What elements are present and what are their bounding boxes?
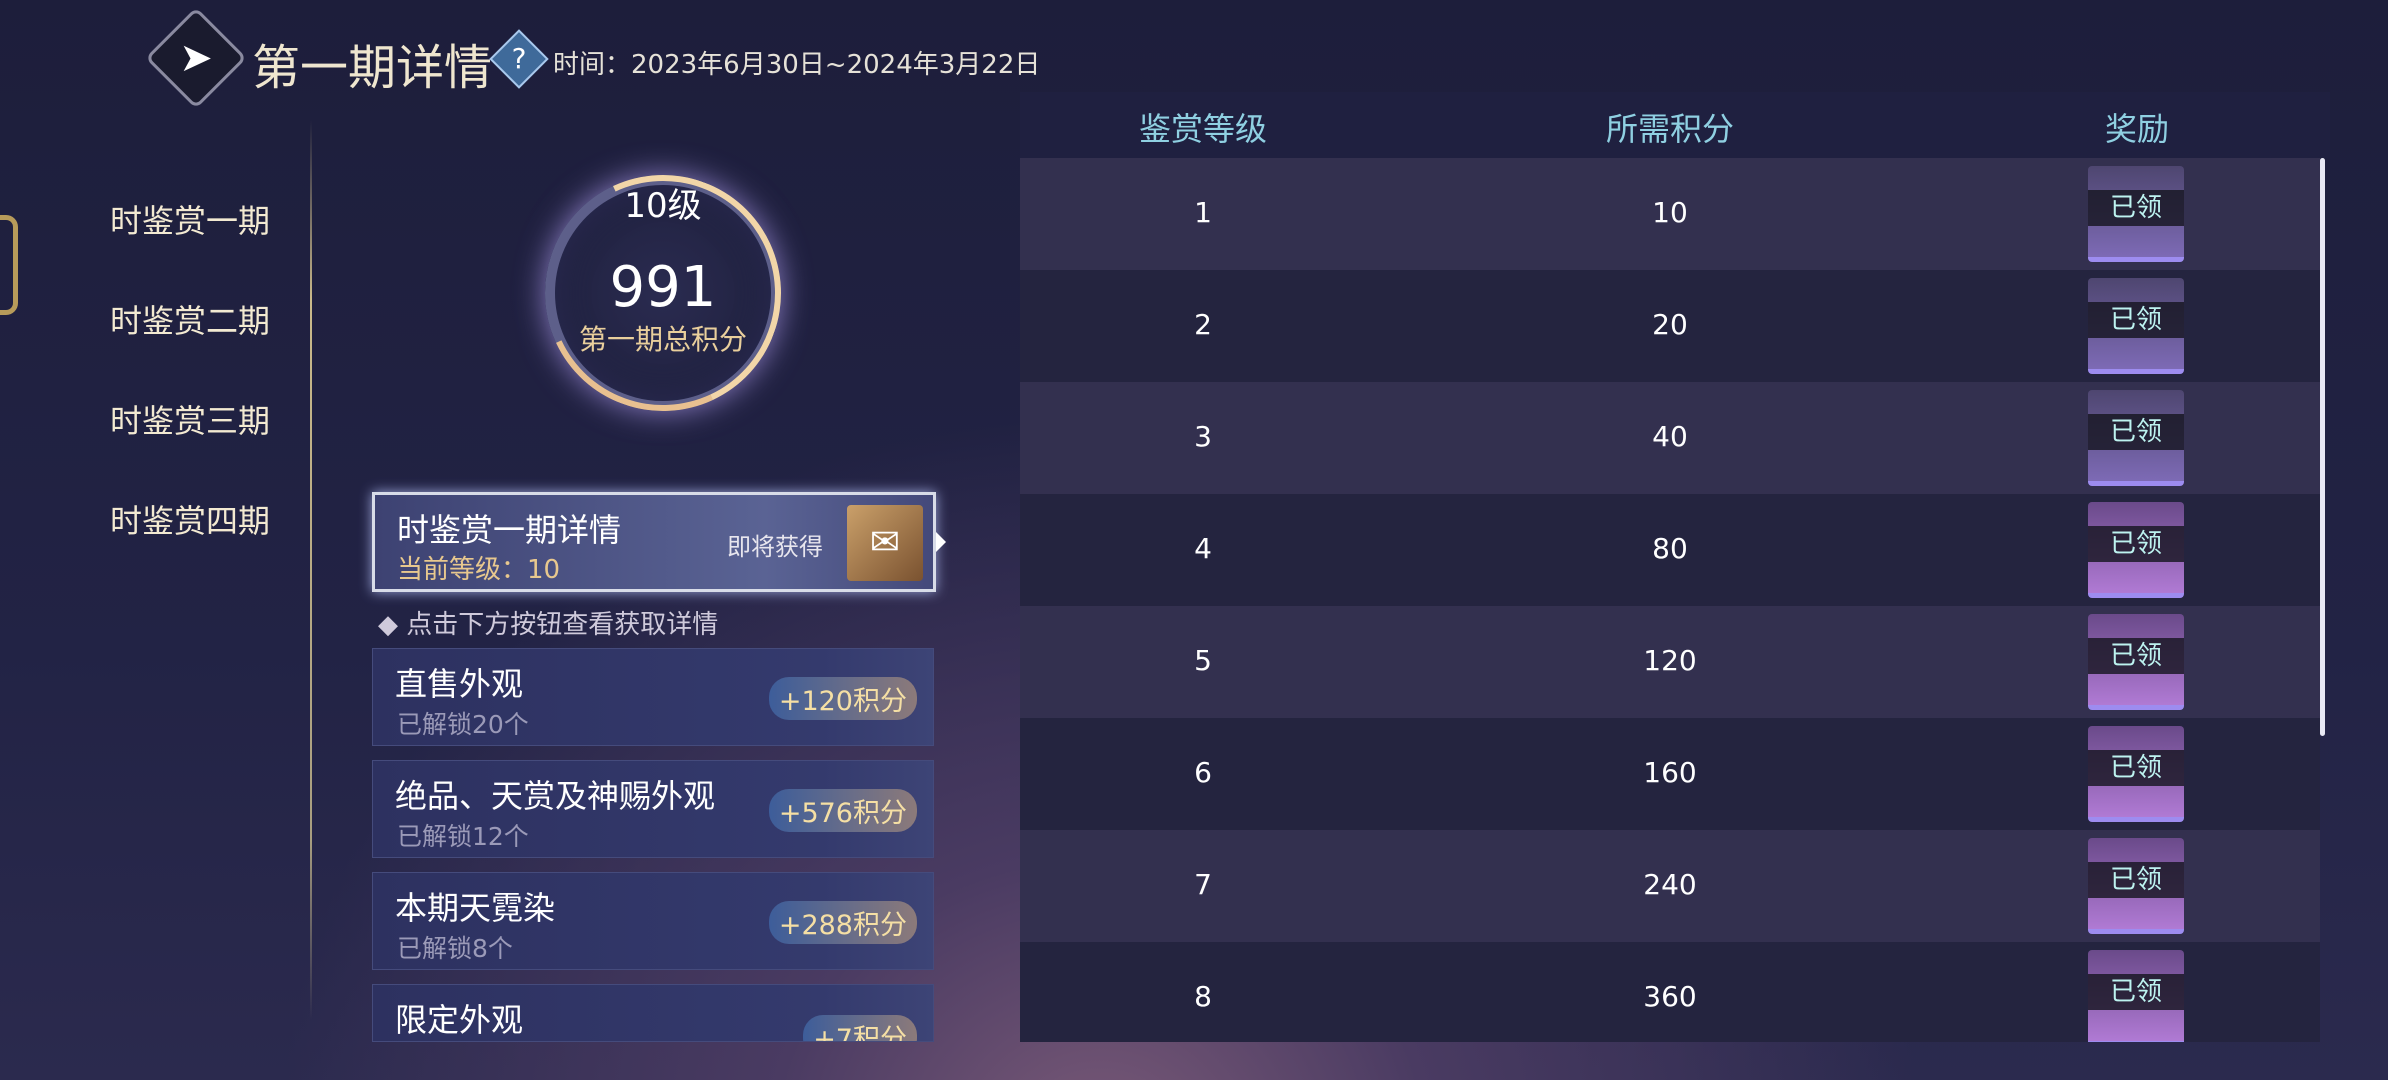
level-label: 10级 [624, 186, 702, 226]
back-button[interactable]: ➤ [145, 7, 247, 109]
header-points: 所需积分 [1605, 110, 1735, 148]
category-card[interactable]: 本期天霓染 已解锁8个 +288积分 [372, 872, 934, 970]
table-row: 6 160 已领 [1020, 718, 2320, 830]
nav-item-period-2[interactable]: 时鉴赏二期 [110, 302, 271, 340]
soon-label: 即将获得 [727, 533, 823, 561]
card-pointer-icon [936, 532, 946, 552]
reward-item[interactable]: 已领 [2088, 838, 2184, 934]
table-row: 3 40 已领 [1020, 382, 2320, 494]
claimed-label: 已领 [2088, 638, 2184, 674]
nav-item-period-3[interactable]: 时鉴赏三期 [110, 402, 271, 440]
row-level: 4 [1194, 532, 1212, 565]
header-level: 鉴赏等级 [1138, 110, 1268, 148]
category-card[interactable]: 直售外观 已解锁20个 +120积分 [372, 648, 934, 746]
row-level: 1 [1194, 196, 1212, 229]
row-points: 360 [1643, 980, 1697, 1013]
claimed-label: 已领 [2088, 302, 2184, 338]
claimed-label: 已领 [2088, 862, 2184, 898]
claimed-label: 已领 [2088, 526, 2184, 562]
claimed-label: 已领 [2088, 414, 2184, 450]
nav-item-period-4[interactable]: 时鉴赏四期 [110, 502, 271, 540]
envelope-icon[interactable]: ✉ [847, 505, 923, 581]
hint-text: ◆ 点击下方按钮查看获取详情 [378, 610, 719, 640]
reward-item[interactable]: 已领 [2088, 726, 2184, 822]
detail-title: 时鉴赏一期详情 [397, 511, 622, 549]
row-level: 7 [1194, 868, 1212, 901]
period-text: 时间：2023年6月30日~2024年3月22日 [553, 50, 1041, 80]
category-unlocked: 已解锁8个 [397, 934, 513, 963]
row-points: 160 [1643, 756, 1697, 789]
table-row: 2 20 已领 [1020, 270, 2320, 382]
category-name: 限定外观 [395, 1001, 524, 1039]
total-score: 991 [609, 255, 717, 320]
row-level: 3 [1194, 420, 1212, 453]
category-name: 绝品、天赏及神赐外观 [395, 777, 716, 815]
row-level: 8 [1194, 980, 1212, 1013]
reward-item[interactable]: 已领 [2088, 390, 2184, 486]
category-card[interactable]: 限定外观 +7积分 [372, 984, 934, 1042]
row-level: 2 [1194, 308, 1212, 341]
category-points: +288积分 [768, 901, 917, 944]
reward-item[interactable]: 已领 [2088, 278, 2184, 374]
nav-item-period-1[interactable]: 时鉴赏一期 [110, 202, 271, 240]
row-level: 6 [1194, 756, 1212, 789]
table-row: 5 120 已领 [1020, 606, 2320, 718]
level-reward-table[interactable]: 鉴赏等级 所需积分 奖励 1 10 已领 2 20 已领 3 40 已领 4 80 已… [1020, 92, 2330, 1042]
table-row: 8 360 已领 [1020, 942, 2320, 1042]
category-unlocked: 已解锁12个 [397, 822, 529, 851]
row-level: 5 [1194, 644, 1212, 677]
back-arrow-icon: ➤ [179, 35, 213, 81]
row-points: 80 [1652, 532, 1688, 565]
score-ring [545, 175, 781, 411]
table-row: 1 10 已领 [1020, 158, 2320, 270]
row-points: 20 [1652, 308, 1688, 341]
category-points: +7积分 [803, 1015, 917, 1041]
category-name: 本期天霓染 [395, 889, 556, 927]
reward-item[interactable]: 已领 [2088, 950, 2184, 1042]
period-detail-card[interactable]: 时鉴赏一期详情 当前等级：10 即将获得 ✉ [372, 492, 936, 592]
question-icon: ? [511, 42, 527, 75]
table-row: 4 80 已领 [1020, 494, 2320, 606]
reward-item[interactable]: 已领 [2088, 166, 2184, 262]
header-reward: 奖励 [2104, 110, 2170, 148]
row-points: 40 [1652, 420, 1688, 453]
category-card[interactable]: 绝品、天赏及神赐外观 已解锁12个 +576积分 [372, 760, 934, 858]
row-points: 10 [1652, 196, 1688, 229]
category-unlocked: 已解锁20个 [397, 710, 529, 739]
help-button[interactable]: ? [489, 29, 549, 89]
table-header: 鉴赏等级 所需积分 奖励 [1020, 92, 2330, 158]
side-tab-marker [0, 215, 18, 315]
claimed-label: 已领 [2088, 974, 2184, 1010]
category-points: +120积分 [768, 677, 917, 720]
reward-item[interactable]: 已领 [2088, 614, 2184, 710]
table-scrollbar[interactable] [2320, 158, 2325, 736]
claimed-label: 已领 [2088, 750, 2184, 786]
current-level: 当前等级：10 [397, 555, 561, 585]
category-name: 直售外观 [395, 665, 524, 703]
category-points: +576积分 [768, 789, 917, 832]
row-points: 120 [1643, 644, 1697, 677]
nav-divider [310, 120, 312, 1020]
reward-item[interactable]: 已领 [2088, 502, 2184, 598]
table-row: 7 240 已领 [1020, 830, 2320, 942]
row-points: 240 [1643, 868, 1697, 901]
page-title: 第一期详情 [252, 40, 493, 96]
claimed-label: 已领 [2088, 190, 2184, 226]
total-score-label: 第一期总积分 [578, 323, 747, 356]
